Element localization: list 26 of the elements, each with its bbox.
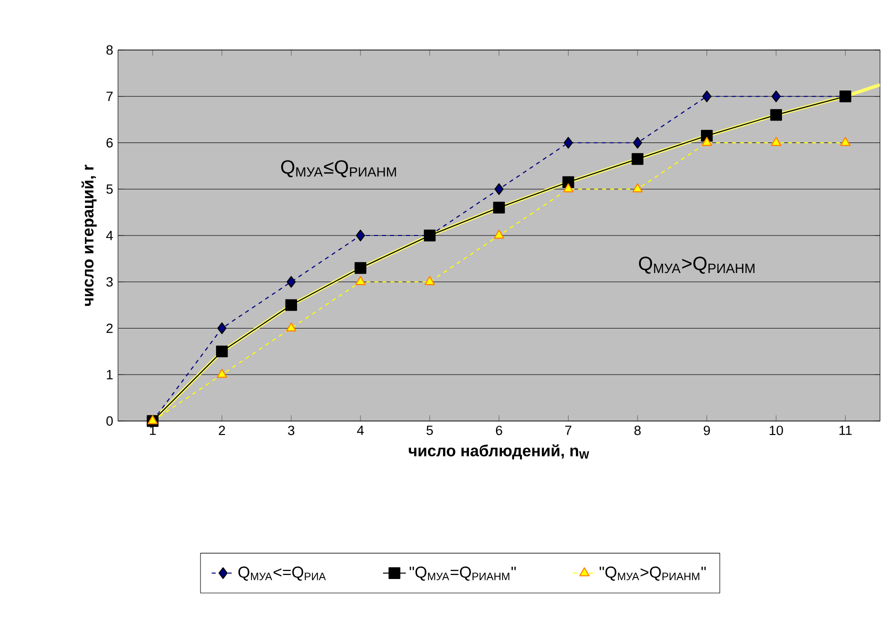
x-tick-label: 5 [426,426,433,436]
x-tick-label: 8 [634,426,641,436]
y-tick-label: 4 [106,230,113,240]
y-tick-label: 5 [106,184,113,194]
y-tick-label: 2 [106,324,113,333]
x-tick-label: 4 [357,426,364,435]
y-tick-label: 0 [106,416,113,426]
y-tick-label: 6 [106,138,113,148]
legend-label: "Q$_{МУА}$>Q$_{РИАНМ}$" [600,566,706,581]
y-tick-label: 8 [106,45,113,55]
x-axis-title: число наблюдений, n$_{W}$ [408,444,590,460]
x-tick-label: 11 [839,426,852,435]
x-tick-label: 2 [218,426,225,436]
x-tick-label: 7 [565,426,572,435]
y-axis-title: число итераций, r [82,164,97,306]
x-tick-label: 6 [496,426,502,436]
y-tick-label: 1 [106,370,113,380]
x-tick-label: 10 [770,426,783,436]
legend-label: "Q$_{МУА}$=Q$_{РИАНМ}$" [410,566,516,581]
x-tick-label: 9 [704,426,710,436]
annotation: Q$_{МУА}$≤Q$_{РИАНМ}$ [281,160,396,178]
legend-label: Q$_{МУА}$<=Q$_{РИА}$ [238,566,326,581]
y-tick-label: 7 [106,92,113,101]
x-tick-label: 3 [288,426,294,436]
y-tick-label: 3 [106,277,113,287]
annotation: Q$_{МУА}$>Q$_{РИАНМ}$ [638,256,754,274]
